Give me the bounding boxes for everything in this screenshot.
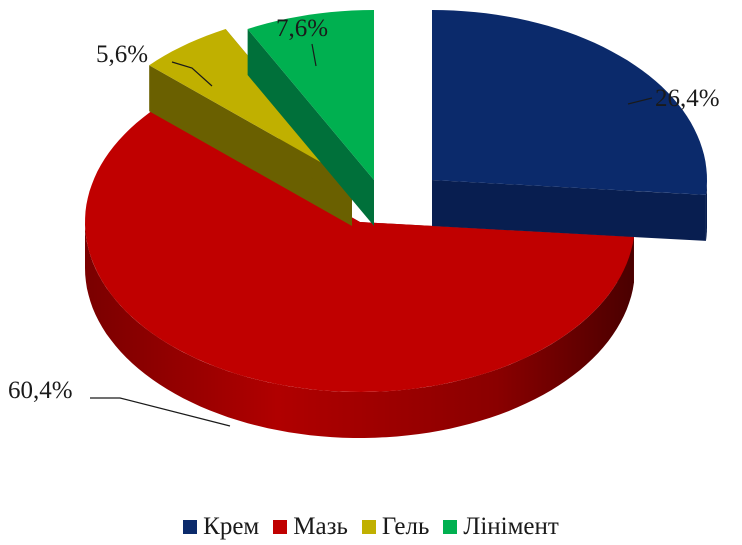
chart-legend: Крем Мазь Гель Лінімент bbox=[0, 512, 742, 542]
legend-swatch-maz bbox=[273, 520, 288, 534]
pie-slice-top-krem bbox=[432, 10, 707, 195]
legend-swatch-gel bbox=[361, 520, 376, 534]
pie-slice-face-krem-1 bbox=[432, 180, 706, 241]
legend-item-liniment: Лінімент bbox=[443, 513, 559, 541]
leader-line-krem bbox=[627, 97, 653, 105]
legend-label-gel: Гель bbox=[381, 513, 430, 540]
pie-slice-top-maz bbox=[85, 107, 634, 392]
pie-slice-top-liniment bbox=[247, 10, 374, 180]
pie-slice-top-gel bbox=[149, 29, 352, 180]
pie-slice-krem bbox=[432, 10, 707, 241]
data-label-gel: 5,6% bbox=[96, 41, 148, 68]
pie-slice-face-gel-0 bbox=[149, 65, 352, 226]
leader-line-maz bbox=[90, 397, 231, 427]
legend-swatch-liniment bbox=[443, 520, 458, 534]
pie-slice-liniment bbox=[247, 10, 374, 227]
legend-item-maz: Мазь bbox=[273, 513, 348, 541]
pie-slice-face-liniment-0 bbox=[247, 29, 374, 227]
leader-line-liniment bbox=[311, 43, 317, 67]
pie-slices-layer bbox=[85, 10, 707, 438]
legend-item-gel: Гель bbox=[361, 513, 430, 541]
pie-slice-wall-krem bbox=[705, 180, 707, 241]
legend-swatch-krem bbox=[183, 520, 198, 534]
legend-item-krem: Крем bbox=[183, 513, 259, 541]
data-labels-layer: 26,4% 60,4% 5,6% 7,6% bbox=[8, 15, 720, 404]
legend-label-krem: Крем bbox=[203, 513, 260, 540]
leader-line-gel bbox=[171, 61, 213, 87]
pie-slice-maz bbox=[85, 107, 634, 438]
leader-lines-layer bbox=[90, 43, 653, 427]
legend-label-liniment: Лінімент bbox=[463, 513, 559, 540]
pie-slice-wall-maz bbox=[85, 222, 634, 438]
data-label-krem: 26,4% bbox=[655, 85, 720, 112]
data-label-maz: 60,4% bbox=[8, 377, 73, 404]
legend-label-maz: Мазь bbox=[293, 513, 348, 540]
data-label-liniment: 7,6% bbox=[276, 15, 328, 42]
